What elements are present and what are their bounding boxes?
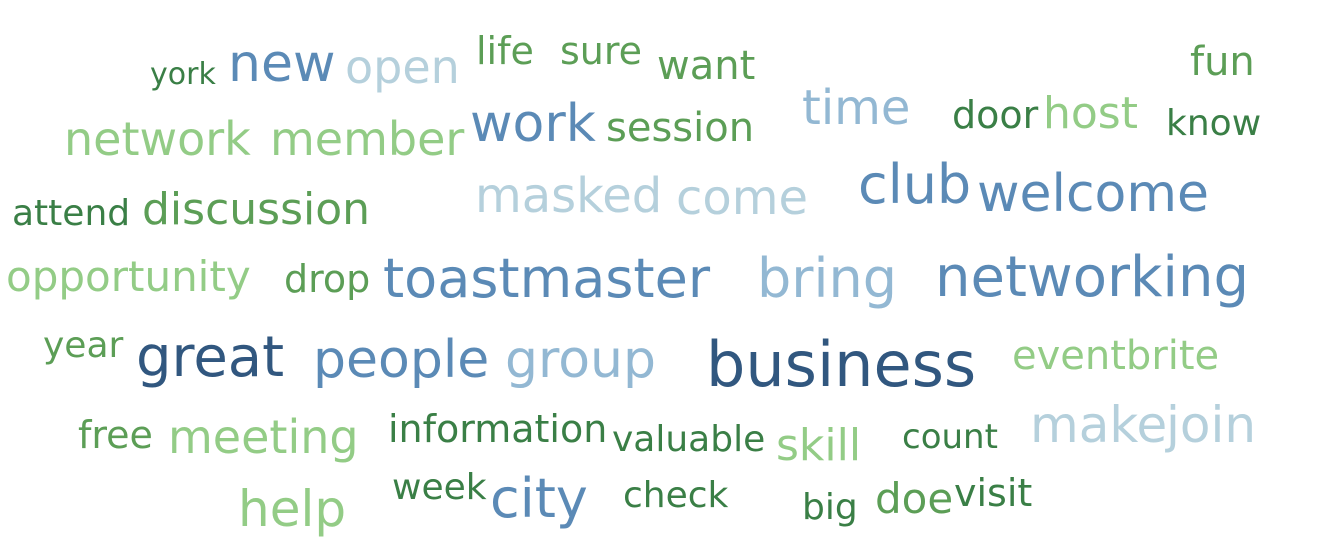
word-want: want	[657, 43, 756, 89]
word-city: city	[490, 467, 588, 530]
word-year: year	[43, 325, 124, 366]
word-eventbrite: eventbrite	[1012, 333, 1220, 379]
word-count: count	[902, 417, 998, 457]
word-drop: drop	[284, 257, 371, 301]
word-week: week	[392, 467, 487, 508]
word-meeting: meeting	[168, 410, 359, 464]
word-come: come	[676, 170, 809, 226]
word-host: host	[1043, 88, 1138, 139]
word-visit: visit	[954, 471, 1033, 515]
word-bring: bring	[757, 247, 897, 310]
word-member: member	[270, 112, 465, 166]
word-free: free	[78, 413, 153, 457]
word-people: people	[313, 330, 490, 390]
word-know: know	[1166, 103, 1262, 144]
word-toastmaster: toastmaster	[383, 247, 711, 310]
word-door: door	[952, 93, 1039, 137]
word-attend: attend	[12, 193, 131, 234]
word-information: information	[388, 407, 608, 451]
word-sure: sure	[560, 29, 643, 73]
word-skill: skill	[776, 420, 862, 471]
word-time: time	[802, 80, 911, 136]
word-network: network	[64, 112, 251, 166]
word-doe: doe	[875, 474, 954, 523]
word-opportunity: opportunity	[6, 252, 251, 301]
word-join: join	[1166, 396, 1257, 454]
word-club: club	[858, 153, 972, 216]
word-help: help	[238, 480, 347, 538]
word-york: york	[150, 57, 216, 92]
word-group: group	[505, 330, 657, 390]
word-discussion: discussion	[142, 184, 371, 235]
word-fun: fun	[1190, 39, 1255, 85]
word-work: work	[470, 94, 596, 154]
word-new: new	[228, 34, 336, 94]
word-business: business	[706, 328, 977, 401]
word-masked: masked	[475, 168, 663, 224]
word-open: open	[345, 40, 460, 94]
word-welcome: welcome	[977, 164, 1210, 224]
word-check: check	[623, 475, 729, 516]
word-life: life	[476, 29, 534, 73]
word-make: make	[1030, 396, 1168, 454]
word-big: big	[802, 487, 858, 528]
word-networking: networking	[935, 245, 1250, 310]
word-valuable: valuable	[612, 419, 766, 460]
word-session: session	[606, 105, 755, 151]
word-great: great	[136, 325, 285, 390]
